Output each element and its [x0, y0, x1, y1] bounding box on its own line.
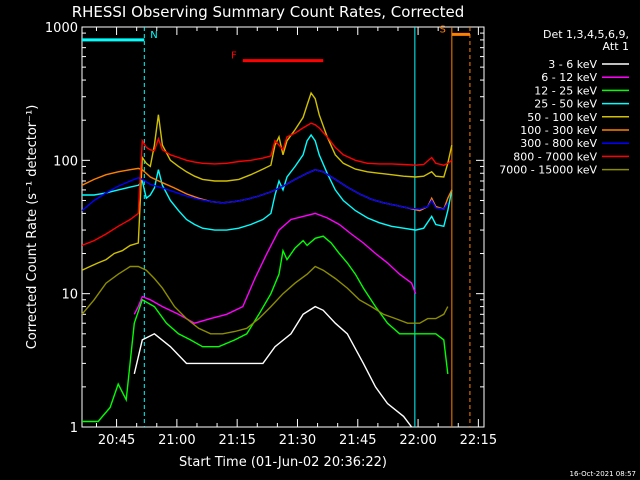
- y-tick-label: 1: [70, 421, 78, 436]
- series-line: [81, 168, 449, 212]
- plot-frame: [81, 26, 485, 428]
- annotation-label: N: [150, 30, 157, 41]
- series-line: [82, 235, 449, 423]
- series-line: [133, 212, 417, 324]
- x-tick-label: 22:15: [460, 433, 497, 448]
- x-tick-label: 20:45: [98, 433, 135, 448]
- annotation-label: S: [439, 24, 445, 35]
- x-tick-label: 21:15: [218, 433, 255, 448]
- legend-label: 12 - 25 keV: [534, 84, 597, 97]
- y-tick-label: 1000: [45, 21, 78, 36]
- series-line: [82, 133, 453, 231]
- legend-label: 50 - 100 keV: [527, 111, 597, 124]
- x-tick-label: 21:30: [279, 433, 316, 448]
- legend-label: 25 - 50 keV: [534, 98, 597, 111]
- x-tick-label: 22:00: [399, 433, 436, 448]
- x-axis-label: Start Time (01-Jun-02 20:36:22): [179, 455, 387, 470]
- legend-title-line-1: Det 1,3,4,5,6,9,: [543, 28, 629, 41]
- legend-title-line-2: Att 1: [603, 40, 629, 53]
- legend-label: 100 - 300 keV: [520, 124, 597, 137]
- x-tick-label: 21:45: [339, 433, 376, 448]
- series-line: [81, 265, 449, 335]
- y-tick-label: 10: [61, 288, 78, 303]
- series-line: [81, 122, 453, 247]
- series-line: [133, 305, 413, 428]
- series-line: [81, 91, 453, 271]
- legend-label: 7000 - 15000 keV: [499, 164, 597, 177]
- chart-title: RHESSI Observing Summary Count Rates, Co…: [72, 3, 465, 21]
- legend-label: 3 - 6 keV: [548, 58, 597, 71]
- legend-label: 300 - 800 keV: [520, 137, 597, 150]
- annotation-label: F: [231, 51, 237, 62]
- footer-timestamp: 16-Oct-2021 08:57: [570, 470, 636, 478]
- legend-label: 6 - 12 keV: [541, 71, 597, 84]
- y-axis-label: Corrected Count Rate (s⁻¹ detector⁻¹): [25, 105, 40, 350]
- y-tick-label: 100: [53, 154, 78, 169]
- legend-label: 800 - 7000 keV: [513, 150, 597, 163]
- x-tick-label: 21:00: [158, 433, 195, 448]
